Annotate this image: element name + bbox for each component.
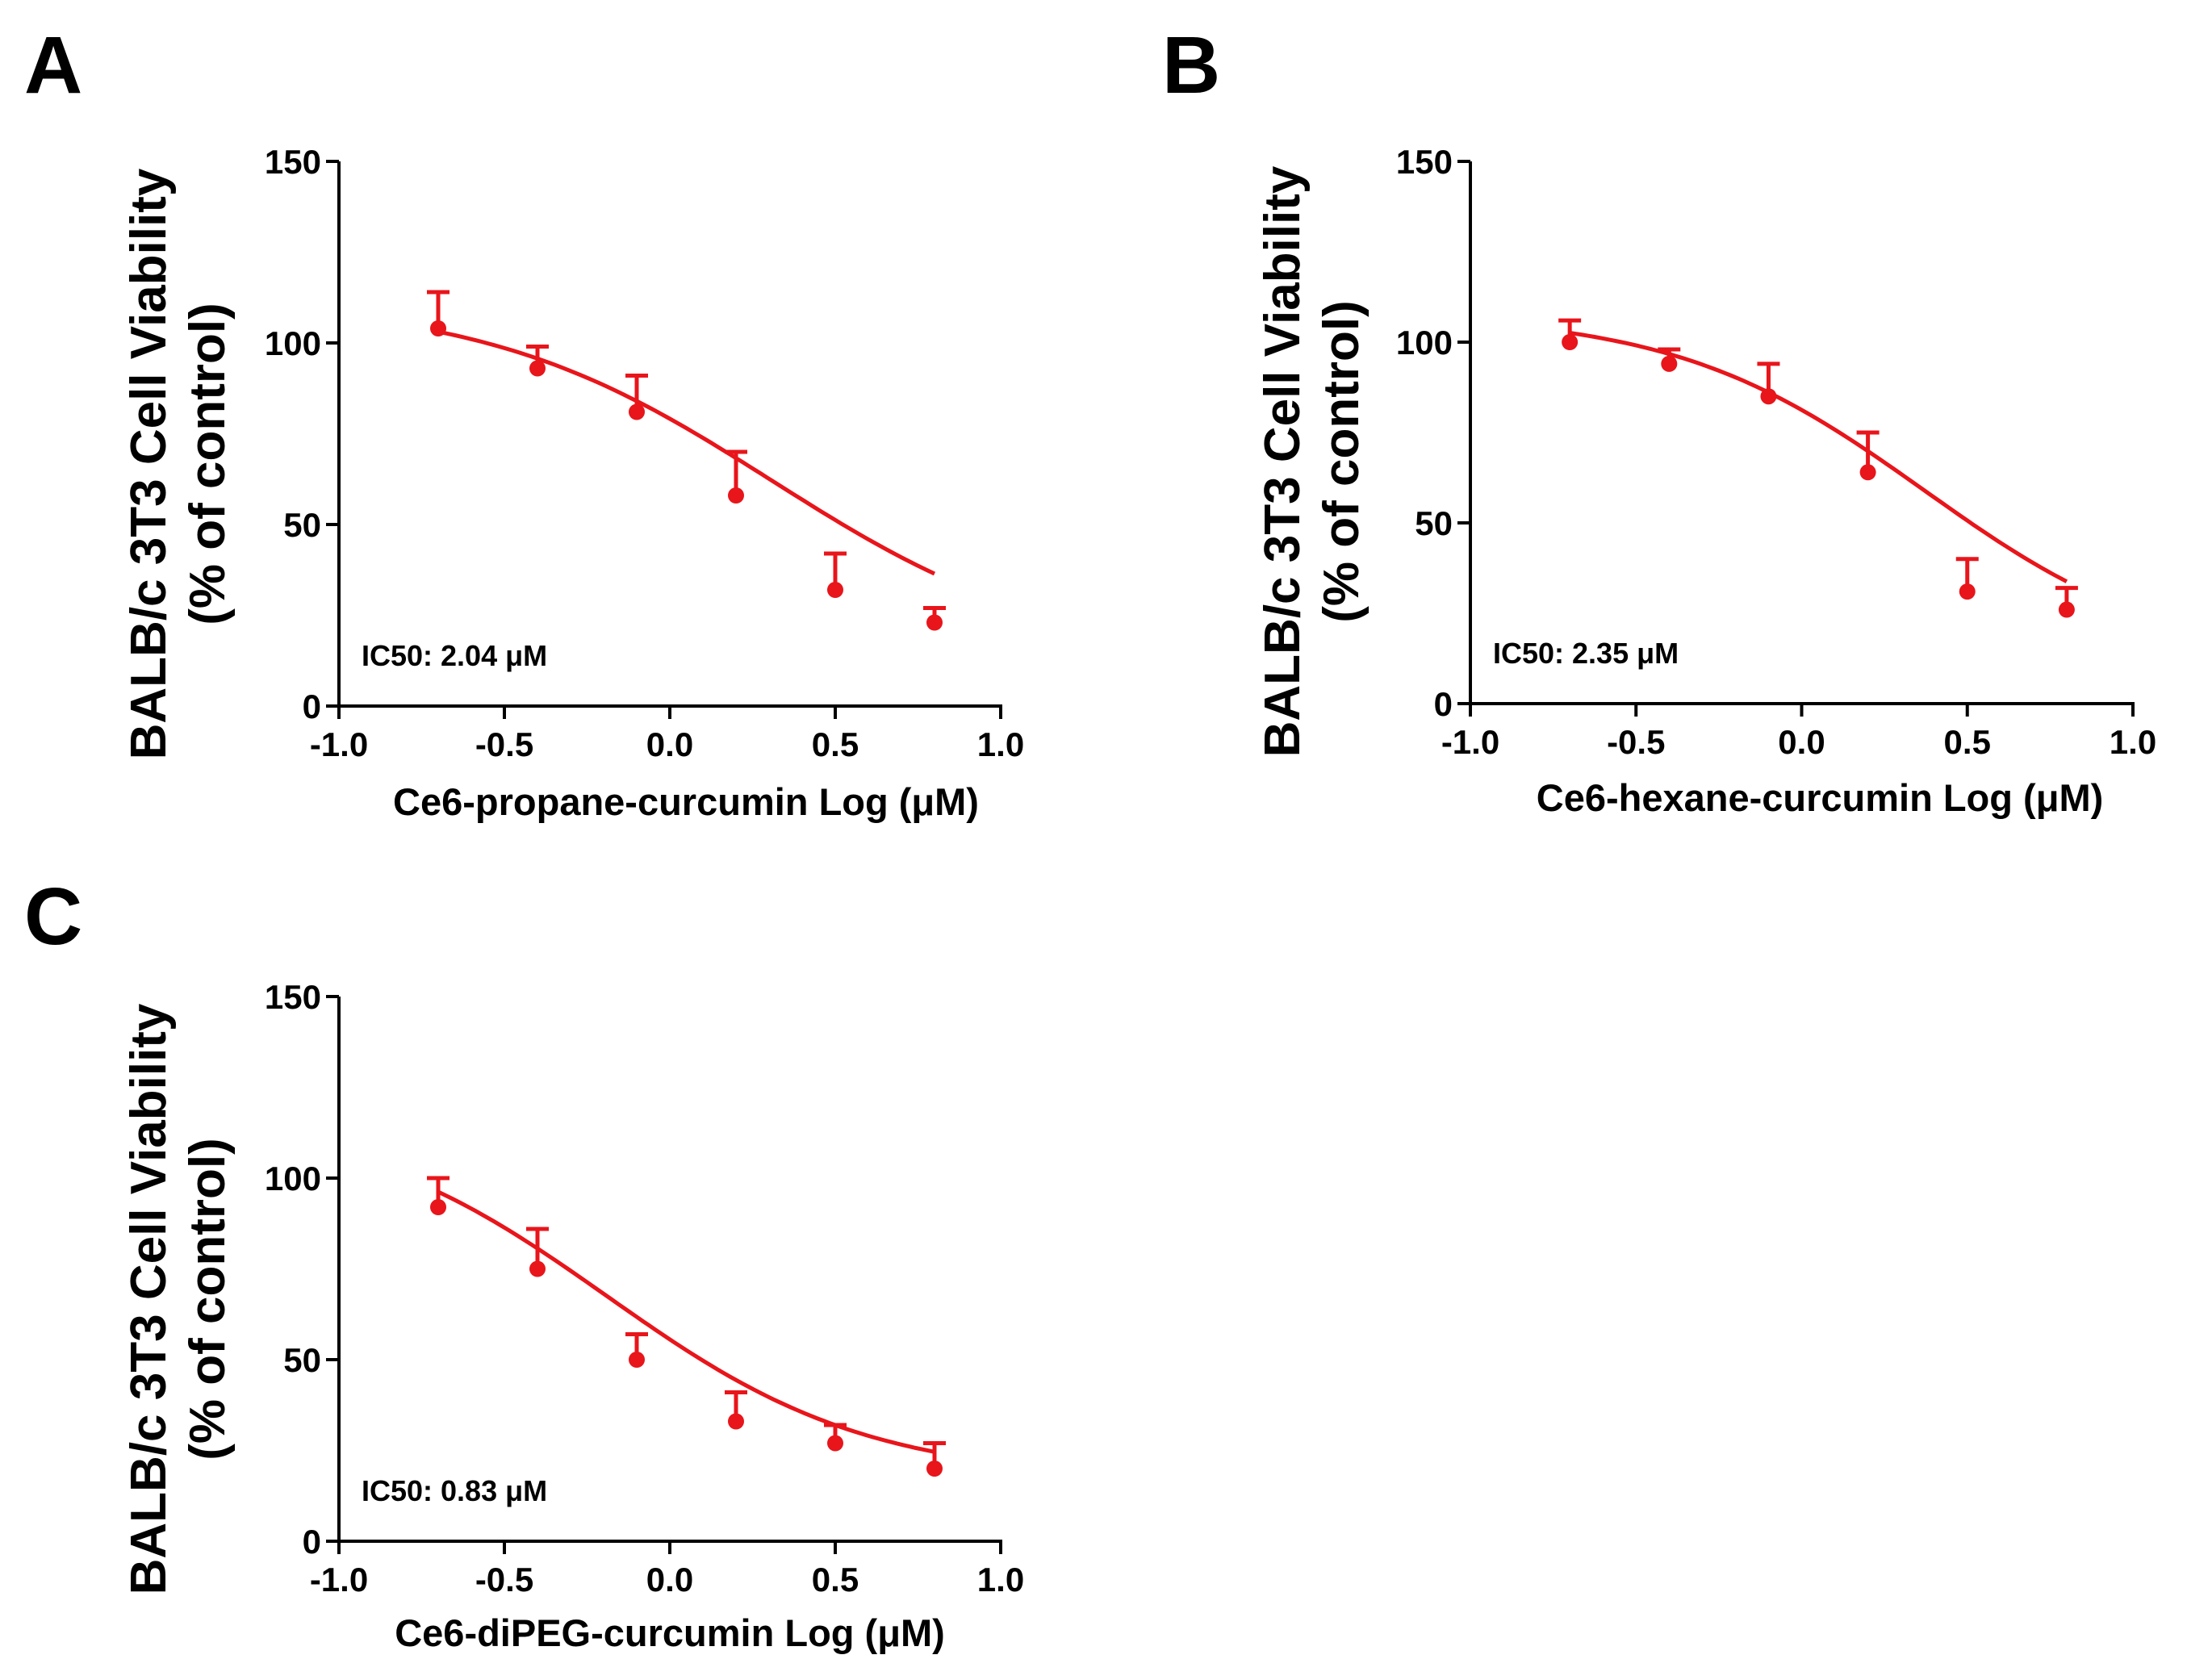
panel-c-xlabel: Ce6-diPEG-curcumin Log (μM)	[395, 1611, 945, 1654]
panel-b-xlabel: Ce6-hexane-curcumin Log (μM)	[1537, 776, 2104, 819]
panel-c-axes	[337, 997, 1002, 1543]
panel-c-data-point	[728, 1413, 744, 1430]
panel-c-x-tick-label: 1.0	[977, 1561, 1024, 1599]
panel-b-axes	[1469, 161, 2135, 705]
panel-c-ic50-annotation: IC50: 0.83 μM	[362, 1474, 547, 1507]
panel-letter-b: B	[1162, 20, 1220, 111]
panel-b-ticks: 0 50 100 150 -1.0 -0.5 0.0 0.5 1.0	[1396, 143, 2156, 761]
panel-b-x-tick-label: -0.5	[1607, 723, 1665, 761]
panel-a-marks	[427, 290, 946, 631]
panel-b-fit-curve	[1569, 331, 2068, 583]
panel-b-data-point	[1760, 388, 1777, 405]
panel-a-data-point	[827, 582, 843, 598]
panel-a-x-tick-label: -0.5	[475, 725, 533, 763]
panel-a-xlabel: Ce6-propane-curcumin Log (μM)	[393, 780, 979, 823]
panel-c-ticks: 0 50 100 150 -1.0 -0.5 0.0 0.5 1.0	[265, 978, 1024, 1599]
panel-c-y-tick-label: 100	[265, 1160, 321, 1197]
panel-c-data-point	[827, 1435, 843, 1452]
panel-b: B BALB/c 3T3 Cell Viability (% of contro…	[1162, 20, 2156, 819]
panel-b-y-tick-label: 150	[1396, 143, 1453, 181]
panel-c-x-tick-label: 0.5	[812, 1561, 859, 1599]
panel-a-ic50-annotation: IC50: 2.04 μM	[362, 639, 547, 672]
panel-b-data-point	[1859, 464, 1876, 481]
panel-a-ylabel-line1: BALB/c 3T3 Cell Viability	[121, 168, 177, 759]
panel-b-ylabel-line2: (% of control)	[1314, 300, 1369, 623]
panel-b-data-point	[1562, 334, 1579, 350]
panel-b-y-tick-label: 0	[1434, 685, 1453, 723]
panel-a: A BALB/c 3T3 Cell Viability (% of contro…	[24, 20, 1024, 823]
panel-c-data-point	[926, 1461, 943, 1477]
panel-b-ic50-annotation: IC50: 2.35 μM	[1493, 637, 1679, 670]
panel-a-data-point	[629, 403, 645, 420]
panel-c-data-point	[430, 1199, 446, 1215]
panel-c-y-tick-label: 0	[303, 1523, 321, 1561]
panel-letter-c: C	[24, 871, 82, 962]
panel-a-axes	[337, 161, 1002, 708]
panel-a-data-point	[728, 487, 744, 504]
panel-b-y-tick-label: 100	[1396, 324, 1453, 361]
panel-c-y-tick-label: 50	[283, 1341, 321, 1379]
panel-a-x-tick-label: 0.0	[646, 725, 693, 763]
panel-b-marks	[1558, 318, 2078, 618]
panel-a-y-tick-label: 50	[283, 506, 321, 544]
panel-a-x-tick-label: 0.5	[812, 725, 859, 763]
panel-b-x-tick-label: 0.0	[1778, 723, 1825, 761]
panel-a-data-point	[926, 614, 943, 631]
panel-c-data-point	[529, 1260, 546, 1277]
panel-a-x-tick-label: 1.0	[977, 725, 1024, 763]
panel-c-fit-curve	[437, 1189, 935, 1454]
panel-a-data-point	[430, 320, 446, 336]
panel-c-ylabel-line2: (% of control)	[180, 1138, 236, 1461]
panel-c-x-tick-label: 0.0	[646, 1561, 693, 1599]
panel-c-x-tick-label: -1.0	[310, 1561, 368, 1599]
panel-a-x-tick-label: -1.0	[310, 725, 368, 763]
panel-a-y-tick-label: 150	[265, 143, 321, 181]
panel-b-ylabel-line1: BALB/c 3T3 Cell Viability	[1255, 165, 1311, 757]
panel-b-data-point	[2058, 601, 2075, 618]
panel-b-y-tick-label: 50	[1415, 504, 1453, 542]
panel-b-x-tick-label: 0.5	[1944, 723, 1991, 761]
panel-b-x-tick-label: 1.0	[2110, 723, 2156, 761]
panel-a-ticks: 0 50 100 150 -1.0 -0.5 0.0 0.5 1.0	[265, 143, 1024, 763]
panel-c: C BALB/c 3T3 Cell Viability (% of contro…	[24, 871, 1024, 1654]
panel-a-data-point	[529, 360, 546, 377]
panel-c-data-point	[629, 1352, 645, 1368]
panel-c-ylabel-line1: BALB/c 3T3 Cell Viability	[121, 1003, 177, 1594]
panel-a-y-tick-label: 100	[265, 324, 321, 362]
panel-a-y-tick-label: 0	[303, 687, 321, 725]
panel-c-y-tick-label: 150	[265, 978, 321, 1016]
panel-letter-a: A	[24, 20, 82, 111]
panel-b-x-tick-label: -1.0	[1441, 723, 1499, 761]
panel-a-ylabel-line2: (% of control)	[180, 303, 236, 625]
panel-b-data-point	[1959, 583, 1976, 600]
panel-c-x-tick-label: -0.5	[475, 1561, 533, 1599]
panel-a-fit-curve	[437, 329, 936, 576]
panel-b-data-point	[1661, 355, 1678, 372]
panel-c-marks	[427, 1176, 946, 1477]
